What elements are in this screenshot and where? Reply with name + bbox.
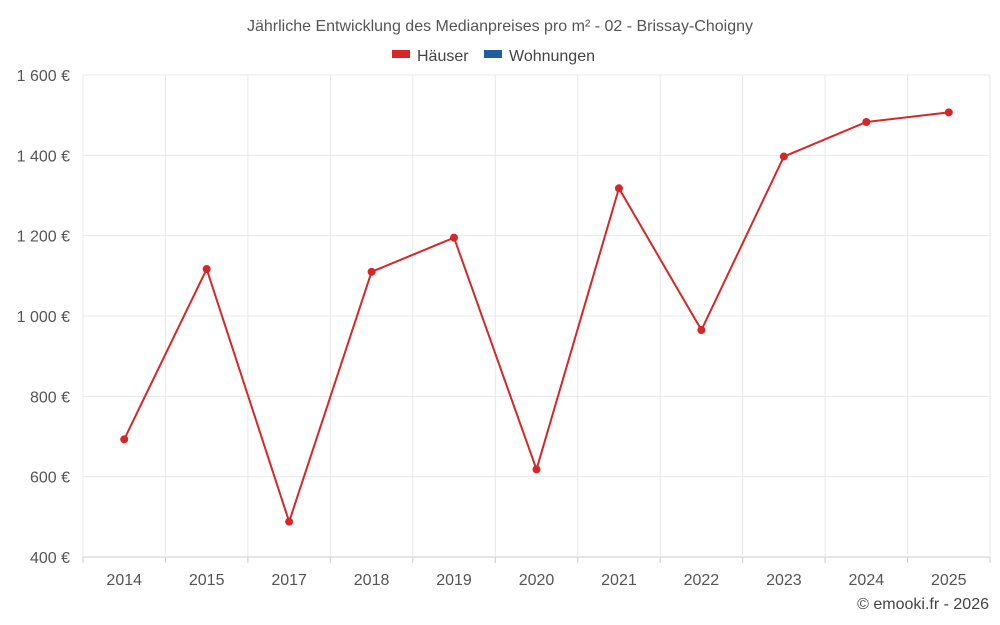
- y-tick-label: 600 €: [30, 470, 70, 487]
- x-tick-label: 2018: [354, 572, 390, 589]
- legend-swatch-haeuser: [392, 50, 410, 58]
- data-point[interactable]: [614, 184, 623, 193]
- data-point[interactable]: [532, 465, 541, 474]
- y-tick-label: 800 €: [30, 389, 70, 406]
- data-point[interactable]: [450, 233, 459, 242]
- series: [120, 108, 953, 526]
- data-point[interactable]: [285, 517, 294, 526]
- data-point[interactable]: [779, 152, 788, 161]
- data-point[interactable]: [862, 117, 871, 126]
- y-tick-label: 1 200 €: [17, 229, 70, 246]
- axes: 400 € 600 € 800 € 1 000 € 1 200 € 1 400 € 1 60…: [17, 68, 991, 589]
- y-tick-label: 1 600 €: [17, 68, 70, 85]
- grid: [82, 74, 991, 558]
- x-tick-label: 2015: [189, 572, 225, 589]
- legend-swatch-wohnungen: [484, 50, 502, 58]
- legend: Häuser Wohnungen: [392, 48, 595, 65]
- x-tick-label: 2025: [931, 572, 967, 589]
- x-tick-label: 2022: [684, 572, 720, 589]
- data-point[interactable]: [697, 326, 706, 335]
- y-tick-label: 1 400 €: [17, 148, 70, 165]
- x-tick-label: 2019: [436, 572, 472, 589]
- data-point[interactable]: [120, 435, 129, 444]
- data-point[interactable]: [944, 108, 953, 117]
- legend-label-haeuser[interactable]: Häuser: [417, 48, 469, 65]
- x-tick-label: 2014: [106, 572, 142, 589]
- data-point[interactable]: [367, 267, 376, 276]
- y-tick-label: 1 000 €: [17, 309, 70, 326]
- legend-label-wohnungen[interactable]: Wohnungen: [509, 48, 595, 65]
- data-point[interactable]: [202, 265, 211, 274]
- credit: © emooki.fr - 2026: [857, 596, 989, 613]
- chart-title: Jährliche Entwicklung des Medianpreises …: [247, 18, 753, 35]
- x-tick-label: 2020: [519, 572, 555, 589]
- x-tick-label: 2017: [271, 572, 307, 589]
- x-tick-label: 2024: [849, 572, 885, 589]
- y-tick-label: 400 €: [30, 550, 70, 567]
- x-tick-label: 2021: [601, 572, 637, 589]
- x-tick-label: 2023: [766, 572, 802, 589]
